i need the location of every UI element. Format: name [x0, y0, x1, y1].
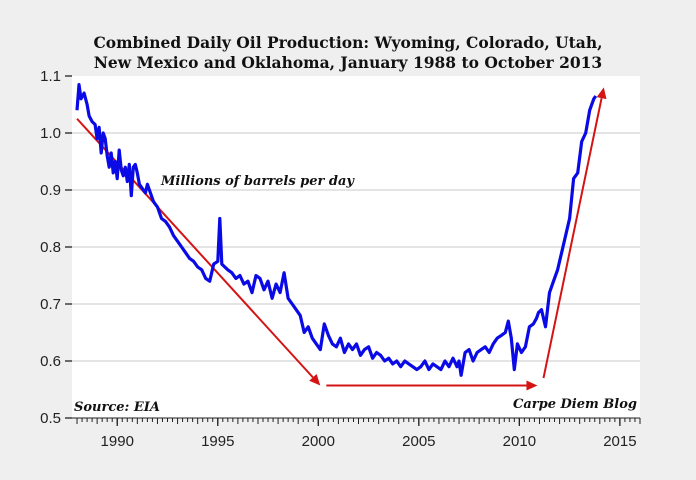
trend-arrows [76, 87, 607, 391]
y-tick-label: 0.8 [40, 239, 61, 256]
y-tick-label: 1.1 [40, 68, 61, 85]
y-axis: 0.5 0.6 0.7 0.8 0.9 1.0 1.1 [40, 68, 72, 427]
chart-title-line-1: Combined Daily Oil Production: Wyoming, … [93, 33, 602, 52]
rise-arrow-head [596, 87, 607, 100]
y-tick-label: 0.6 [40, 353, 61, 370]
chart-title-line-2: New Mexico and Oklahoma, January 1988 to… [94, 53, 602, 72]
x-tick-label: 2005 [402, 433, 435, 450]
x-tick-label: 2015 [603, 433, 636, 450]
y-tick-label: 0.5 [40, 410, 61, 427]
y-tick-label: 1.0 [40, 125, 61, 142]
series-line-oil-production [75, 83, 598, 377]
flat-arrow-head [526, 380, 538, 391]
x-tick-label: 2000 [302, 433, 335, 450]
y-tick-label: 0.9 [40, 182, 61, 199]
x-axis: 1990 1995 2000 2005 2010 2015 [72, 417, 641, 450]
source-annotation: Source: EIA [74, 400, 160, 415]
x-tick-label: 1995 [201, 433, 234, 450]
decline-arrow-head [309, 374, 321, 386]
x-tick-label: 1990 [101, 433, 134, 450]
x-tick-label: 2010 [503, 433, 536, 450]
rise-arrow-shaft [542, 97, 603, 379]
units-annotation: Millions of barrels per day [160, 174, 355, 189]
gridlines [72, 132, 640, 362]
y-tick-label: 0.7 [40, 296, 61, 313]
credit-annotation: Carpe Diem Blog [513, 397, 637, 412]
